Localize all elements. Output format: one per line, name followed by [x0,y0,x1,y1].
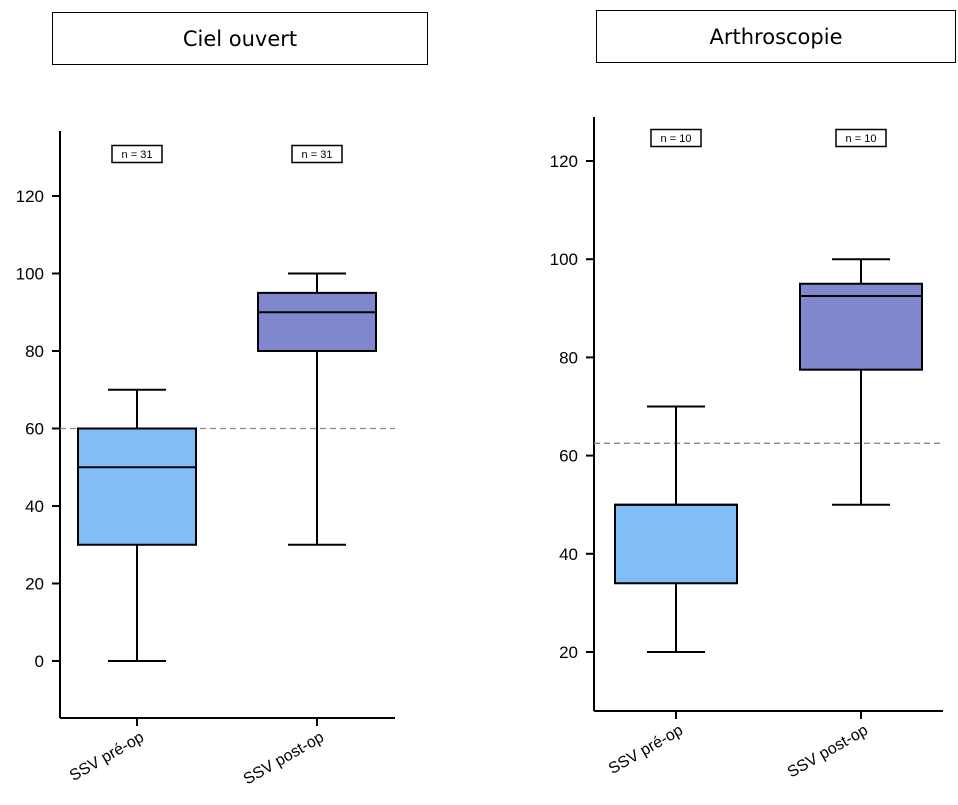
panel1-y-tick-label-60: 60 [25,420,44,439]
panel2-box2-iqr-box [799,282,923,371]
panel1-y-tick-label-20: 20 [25,575,44,594]
panel2-box1-category-label: SSV pré-op [606,722,686,778]
panel-title-ciel-ouvert: Ciel ouvert [52,12,428,65]
panel1-y-tick-label-40: 40 [25,497,44,516]
panel2-y-tick-label-60: 60 [559,447,578,466]
panel1-box2-category-label: SSV post-op [241,729,327,789]
panel2-y-tick-label-120: 120 [550,152,578,171]
panel2-box2-n-label-box [835,128,887,148]
panel2-y-tick-label-20: 20 [559,643,578,662]
panel1-y-tick-label-120: 120 [16,187,44,206]
panel-title-arthroscopie: Arthroscopie [596,10,956,63]
panel2-box1-iqr-box [614,503,738,585]
panel2-y-tick-label-80: 80 [559,348,578,367]
panel2-box2-category-label: SSV post-op [785,722,871,782]
panel2-box1-n-label-box [650,128,702,148]
panel1-y-tick-label-100: 100 [16,265,44,284]
panel2-box1-n-label: n = 10 [661,133,692,145]
panel2-y-tick-label-100: 100 [550,250,578,269]
panel1-box1-iqr-box [77,427,197,546]
panel1-box1-category-label: SSV pré-op [67,729,147,785]
panel2-box2-n-label: n = 10 [846,133,877,145]
panel1-box1-n-label: n = 31 [122,149,153,161]
panel1-y-tick-label-0: 0 [35,652,44,671]
panel1-box2-n-label: n = 31 [302,149,333,161]
panel1-box1-n-label-box [111,144,163,164]
panel2-y-tick-label-40: 40 [559,545,578,564]
panel1-box2-iqr-box [257,291,377,352]
panel1-y-tick-label-80: 80 [25,342,44,361]
panel1-box2-n-label-box [291,144,343,164]
